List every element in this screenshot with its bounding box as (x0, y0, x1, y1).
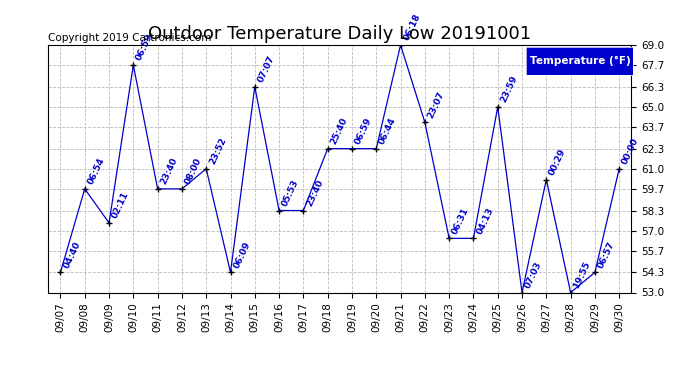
Text: 06:59: 06:59 (353, 116, 373, 146)
Text: 04:13: 04:13 (475, 206, 495, 236)
Text: 06:31: 06:31 (451, 206, 471, 236)
Text: 23:59: 23:59 (499, 74, 520, 104)
Text: 23:52: 23:52 (208, 136, 228, 166)
Text: 23:07: 23:07 (426, 90, 446, 120)
Text: 07:07: 07:07 (256, 54, 277, 84)
Text: 25:40: 25:40 (329, 116, 349, 146)
Text: 23:40: 23:40 (159, 156, 179, 186)
Text: 07:03: 07:03 (524, 260, 544, 290)
Text: 06:09: 06:09 (232, 240, 252, 270)
Text: Temperature (°F): Temperature (°F) (529, 56, 630, 66)
Text: 19:55: 19:55 (572, 260, 592, 290)
Text: 06:59: 06:59 (135, 33, 155, 62)
Text: 00:00: 00:00 (620, 136, 640, 166)
Text: 00:29: 00:29 (548, 147, 568, 177)
Text: 05:53: 05:53 (280, 178, 301, 208)
Text: 04:40: 04:40 (62, 240, 82, 270)
Title: Outdoor Temperature Daily Low 20191001: Outdoor Temperature Daily Low 20191001 (148, 26, 531, 44)
Text: 02:11: 02:11 (110, 190, 130, 220)
Text: 06:18: 06:18 (402, 13, 422, 42)
Text: 06:57: 06:57 (596, 240, 617, 270)
Text: 08:00: 08:00 (184, 157, 204, 186)
Text: 23:40: 23:40 (305, 178, 325, 208)
Text: 06:54: 06:54 (86, 156, 106, 186)
Text: Copyright 2019 Cartronics.com: Copyright 2019 Cartronics.com (48, 33, 212, 42)
Text: 06:44: 06:44 (377, 116, 398, 146)
